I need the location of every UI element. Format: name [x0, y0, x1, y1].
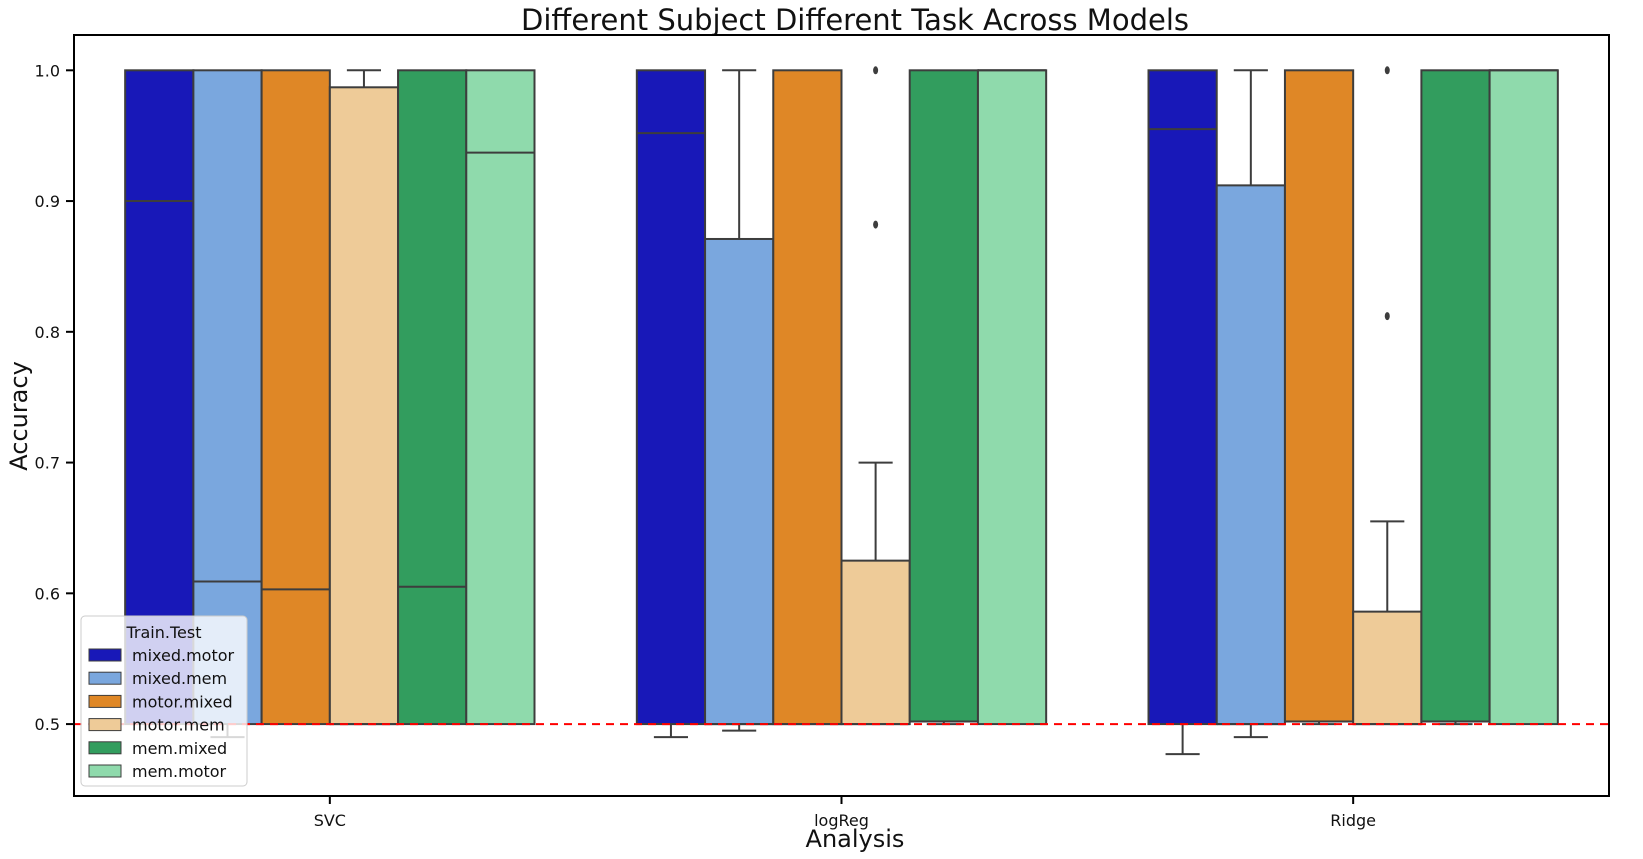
box-motor.mem-SVC: [328, 69, 400, 726]
x-tick-label: logReg: [814, 811, 869, 830]
legend-swatch: [88, 671, 122, 685]
legend-swatch: [88, 648, 122, 662]
y-tick-label: 0.9: [35, 192, 60, 211]
legend-swatch: [88, 741, 122, 755]
plot-area: [74, 66, 1609, 756]
chart-title: Different Subject Different Task Across …: [521, 3, 1189, 37]
legend-label: motor.mem: [132, 716, 225, 735]
outlier-point: [873, 66, 879, 75]
box-mem.motor-logReg: [976, 69, 1048, 726]
plot-frame: [73, 34, 1610, 797]
legend-label: mem.mixed: [132, 739, 227, 758]
y-axis-ticks: 0.5 0.6 0.7 0.8 0.9 1.0: [35, 61, 74, 734]
box-body: [908, 69, 979, 723]
y-tick-label: 1.0: [35, 61, 60, 80]
box-body: [704, 237, 775, 726]
box-motor.mem-logReg: [840, 66, 911, 726]
box-motor.mem-Ridge: [1352, 66, 1423, 726]
y-tick-label: 0.5: [35, 715, 60, 734]
box-body: [840, 559, 911, 726]
box-mem.motor-SVC: [465, 69, 536, 726]
legend-box: [80, 615, 248, 787]
outlier-point: [1384, 66, 1390, 75]
box-mem.motor-Ridge: [1488, 69, 1559, 726]
box-body: [465, 69, 536, 726]
box-mixed.motor-SVC: [124, 69, 195, 726]
outlier-point: [1384, 312, 1390, 321]
box-mem.mixed-SVC: [397, 69, 468, 726]
box-body: [260, 69, 331, 726]
legend-label: motor.mixed: [132, 692, 233, 711]
box-body: [1147, 69, 1218, 726]
box-body: [1215, 184, 1286, 726]
box-mem.mixed-Ridge: [1420, 69, 1491, 726]
x-axis-ticks: SVC logReg Ridge: [314, 796, 1376, 830]
box-body: [1283, 69, 1355, 723]
legend-swatch: [88, 764, 122, 778]
y-axis-label: Accuracy: [5, 361, 33, 471]
legend: Train.Test mixed.motor mixed.mem motor.mixe…: [80, 615, 248, 787]
box-motor.mixed-logReg: [772, 69, 843, 726]
box-body: [1488, 69, 1559, 726]
y-tick-label: 0.8: [35, 323, 60, 342]
box-mixed.motor-logReg: [635, 69, 707, 739]
box-body: [124, 69, 195, 726]
box-body: [635, 69, 707, 726]
box-motor.mixed-Ridge: [1283, 69, 1355, 726]
box-body: [397, 69, 468, 726]
legend-label: mixed.motor: [132, 646, 235, 665]
box-mixed.mem-logReg: [704, 69, 775, 732]
box-mixed.mem-Ridge: [1215, 69, 1286, 739]
legend-swatch: [88, 718, 122, 732]
legend-swatch: [88, 694, 122, 708]
x-tick-label: SVC: [314, 811, 346, 830]
box-body: [1420, 69, 1491, 723]
legend-label: mixed.mem: [132, 669, 227, 688]
x-axis-label: Analysis: [806, 825, 905, 853]
y-tick-label: 0.7: [35, 454, 60, 473]
box-body: [328, 86, 400, 726]
box-body: [772, 69, 843, 726]
box-body: [976, 69, 1048, 726]
outlier-point: [873, 220, 879, 229]
legend-label: mem.motor: [132, 762, 227, 781]
box-mem.mixed-logReg: [908, 69, 979, 726]
box-body: [1352, 610, 1423, 726]
box-mixed.motor-Ridge: [1147, 69, 1218, 756]
box-motor.mixed-SVC: [260, 69, 331, 726]
y-tick-label: 0.6: [35, 584, 60, 603]
legend-title: Train.Test: [126, 623, 202, 642]
x-tick-label: Ridge: [1330, 811, 1376, 830]
